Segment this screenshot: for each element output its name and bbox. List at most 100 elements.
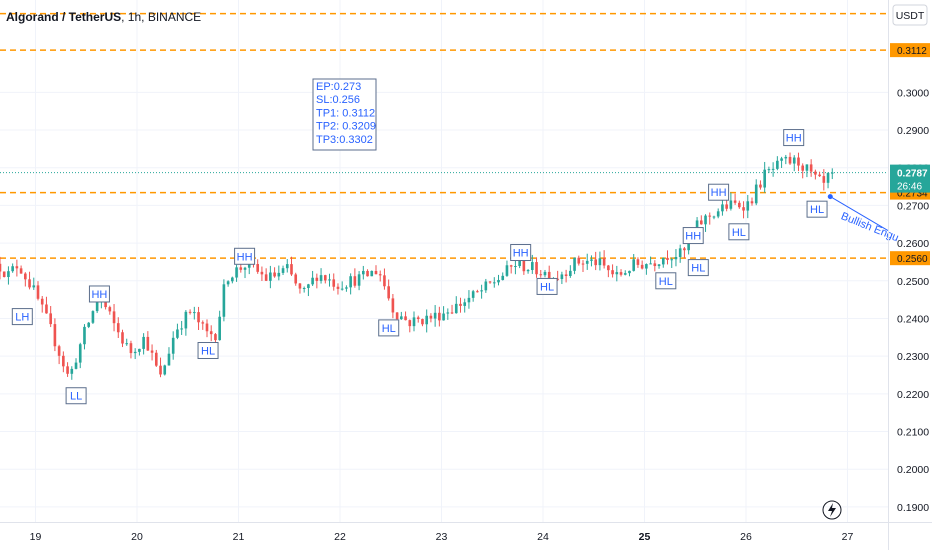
y-tick-label: 0.2600 <box>897 238 929 250</box>
candle <box>125 338 129 346</box>
candle-body <box>615 272 619 275</box>
candle <box>805 164 809 178</box>
candle <box>446 308 450 320</box>
candle <box>2 271 6 278</box>
candle-body <box>133 351 137 354</box>
candle <box>353 268 357 288</box>
candle-body <box>91 311 95 323</box>
candle-body <box>683 248 686 251</box>
candle-body <box>471 291 475 298</box>
candle <box>746 195 750 219</box>
y-tick-label: 0.1900 <box>897 502 929 514</box>
candle <box>459 297 462 313</box>
candle-body <box>125 343 129 345</box>
trade-info-line: TP2: 0.3209 <box>316 121 376 133</box>
pattern-label: Bullish Engu <box>839 210 900 244</box>
candle <box>683 246 686 259</box>
candle-body <box>636 259 640 265</box>
candle-body <box>594 259 597 266</box>
candle-body <box>302 288 306 290</box>
candle <box>0 256 2 280</box>
candle-body <box>687 240 690 251</box>
trade-info-line: EP:0.273 <box>316 81 361 93</box>
candle-body <box>514 266 517 268</box>
candle <box>362 265 365 280</box>
candle <box>670 257 674 268</box>
candle <box>91 310 95 325</box>
candle <box>797 152 800 172</box>
candle <box>421 318 424 327</box>
candle <box>733 193 737 205</box>
lightning-icon[interactable] <box>822 500 842 520</box>
marker-box <box>510 244 532 262</box>
marker-box <box>655 272 677 290</box>
candle <box>53 318 57 352</box>
candle-body <box>209 331 213 335</box>
candle-body <box>590 259 593 261</box>
candle <box>442 306 445 321</box>
candle-body <box>661 257 665 265</box>
candle-body <box>2 271 6 278</box>
candle <box>24 272 27 287</box>
marker-box <box>536 277 558 295</box>
candle <box>716 208 720 219</box>
candle-body <box>497 279 500 283</box>
candle <box>345 285 348 292</box>
candle <box>256 259 260 274</box>
marker-label: HH <box>711 187 727 199</box>
y-tick-label: 0.2200 <box>897 389 929 401</box>
candle <box>49 306 52 328</box>
candle <box>281 265 285 275</box>
candle <box>142 333 145 355</box>
x-tick-label: 23 <box>436 531 448 543</box>
candle-body <box>315 277 319 281</box>
candle-body <box>387 286 390 299</box>
candle <box>391 294 395 319</box>
candle <box>594 251 597 271</box>
candle-body <box>11 266 14 272</box>
candle <box>471 289 475 302</box>
candle-body <box>501 275 505 280</box>
candle <box>526 269 530 274</box>
candle-body <box>264 274 268 281</box>
candle <box>138 348 141 356</box>
marker-label: HL <box>201 346 215 358</box>
level-labels: 0.3112 0.2734 0.2560 0.2787 26:46 <box>890 43 930 266</box>
candle <box>556 270 559 281</box>
currency-badge[interactable] <box>892 4 928 26</box>
candle-body <box>425 315 428 325</box>
candle-body <box>36 285 40 299</box>
candle <box>116 317 120 338</box>
swing-marker: HH <box>682 227 704 245</box>
swing-marker: HH <box>708 183 730 201</box>
candle-body <box>7 271 10 278</box>
candle-body <box>340 288 344 290</box>
candle-body <box>704 215 707 225</box>
marker-box <box>378 319 400 337</box>
candle-body <box>577 257 581 264</box>
candle-body <box>454 303 458 314</box>
candle <box>476 289 479 293</box>
candle <box>699 215 703 225</box>
candle <box>497 274 500 286</box>
candle-body <box>83 326 86 345</box>
chart-title: Algorand / TetherUS, 1h, BINANCE <box>6 10 201 24</box>
candle-body <box>488 281 492 283</box>
candle-body <box>623 273 627 275</box>
y-tick-label: 0.2400 <box>897 313 929 325</box>
candle-body <box>442 313 445 321</box>
level-price-label: 0.2734 <box>897 189 928 200</box>
candle-body <box>645 264 648 269</box>
candle <box>70 366 74 380</box>
candle <box>712 215 716 220</box>
candle <box>501 272 505 281</box>
candle <box>560 271 564 285</box>
candle-body <box>87 322 91 327</box>
candle <box>193 306 196 320</box>
candle <box>159 357 162 378</box>
candle-body <box>738 202 741 208</box>
candle <box>463 298 467 313</box>
candle <box>640 260 644 270</box>
